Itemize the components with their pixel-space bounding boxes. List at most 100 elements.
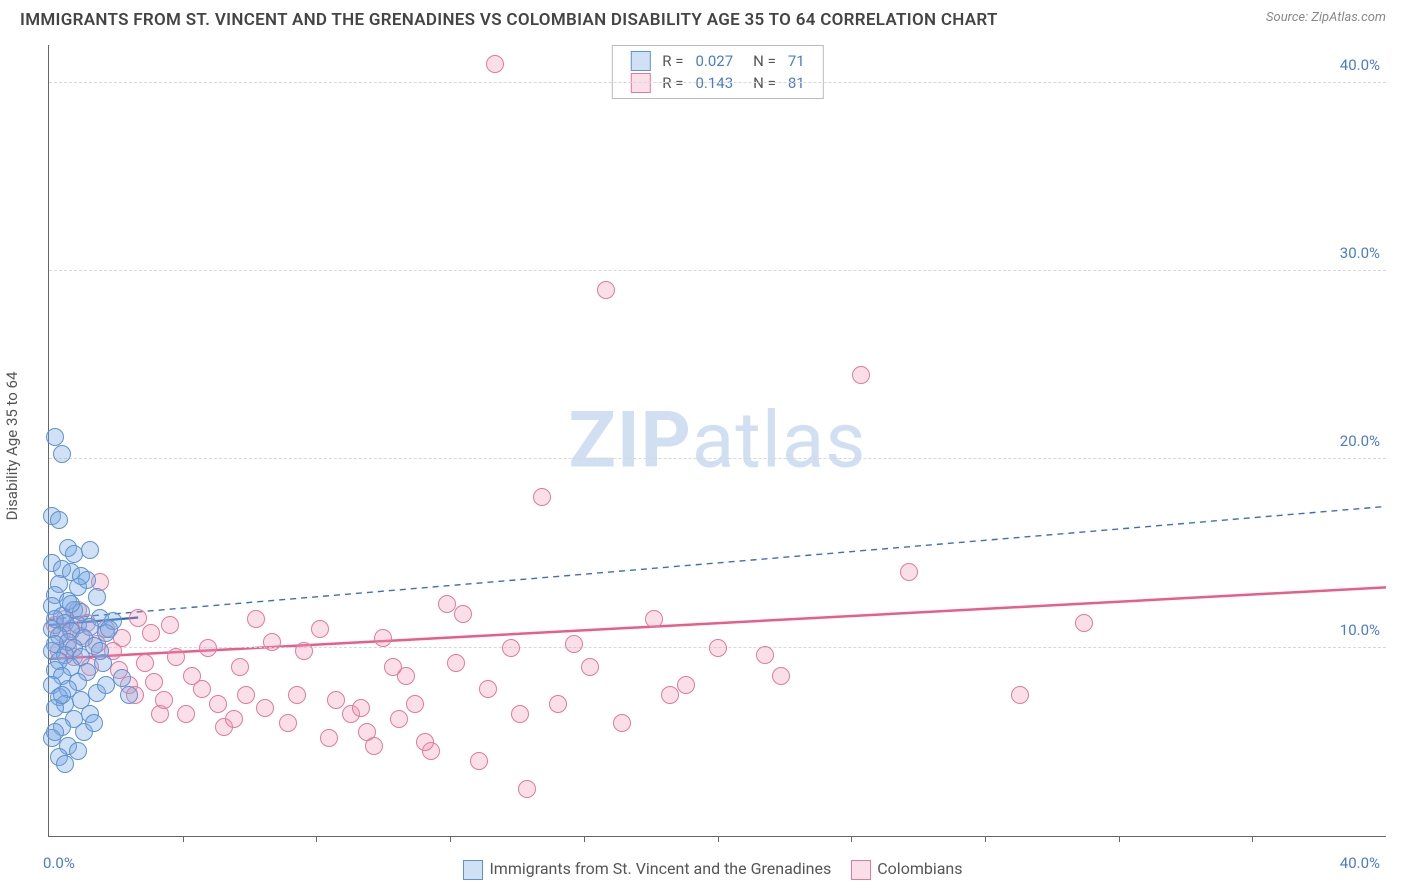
data-point-pink bbox=[756, 646, 774, 664]
data-point-pink bbox=[256, 699, 274, 717]
data-point-pink bbox=[549, 695, 567, 713]
data-point-pink bbox=[295, 642, 313, 660]
y-axis-label: Disability Age 35 to 64 bbox=[3, 372, 21, 521]
legend-r-value: 0.143 bbox=[689, 72, 739, 94]
legend-r-label: R = bbox=[656, 50, 689, 72]
legend-swatch bbox=[463, 860, 483, 880]
legend-row: R =0.027N =71 bbox=[624, 50, 810, 72]
data-point-pink bbox=[320, 729, 338, 747]
data-point-pink bbox=[581, 658, 599, 676]
data-point-blue bbox=[56, 755, 74, 773]
data-point-pink bbox=[502, 639, 520, 657]
data-point-blue bbox=[46, 723, 64, 741]
y-tick-label: 10.0% bbox=[1340, 621, 1380, 639]
data-point-pink bbox=[486, 55, 504, 73]
data-point-pink bbox=[384, 658, 402, 676]
data-point-pink bbox=[247, 610, 265, 628]
x-tick bbox=[851, 836, 852, 842]
data-point-blue bbox=[65, 545, 83, 563]
legend-n-label: N = bbox=[739, 72, 782, 94]
data-point-pink bbox=[390, 710, 408, 728]
data-point-pink bbox=[900, 563, 918, 581]
data-point-pink bbox=[470, 752, 488, 770]
data-point-pink bbox=[311, 620, 329, 638]
data-point-pink bbox=[438, 595, 456, 613]
plot-region: ZIPatlas R =0.027N =71R =0.143N =81 0.0%… bbox=[48, 45, 1386, 837]
data-point-pink bbox=[1011, 686, 1029, 704]
data-point-pink bbox=[852, 366, 870, 384]
y-tick-label: 40.0% bbox=[1340, 56, 1380, 74]
x-tick bbox=[1119, 836, 1120, 842]
data-point-pink bbox=[365, 737, 383, 755]
data-point-pink bbox=[1075, 614, 1093, 632]
legend-row: R =0.143N =81 bbox=[624, 72, 810, 94]
data-point-pink bbox=[645, 610, 663, 628]
data-point-pink bbox=[279, 714, 297, 732]
x-tick bbox=[985, 836, 986, 842]
data-point-blue bbox=[46, 428, 64, 446]
y-tick-label: 20.0% bbox=[1340, 432, 1380, 450]
data-point-pink bbox=[263, 633, 281, 651]
legend-series-label: Colombians bbox=[877, 859, 962, 878]
data-point-blue bbox=[97, 676, 115, 694]
data-point-pink bbox=[677, 676, 695, 694]
data-point-pink bbox=[288, 686, 306, 704]
data-point-pink bbox=[327, 691, 345, 709]
data-point-pink bbox=[177, 705, 195, 723]
data-point-blue bbox=[53, 686, 71, 704]
x-tick bbox=[316, 836, 317, 842]
data-point-pink bbox=[237, 686, 255, 704]
legend-r-label: R = bbox=[656, 72, 689, 94]
data-point-pink bbox=[661, 686, 679, 704]
data-point-pink bbox=[597, 281, 615, 299]
gridline bbox=[49, 82, 1386, 83]
chart-area: ZIPatlas R =0.027N =71R =0.143N =81 0.0%… bbox=[48, 45, 1386, 837]
data-point-blue bbox=[88, 588, 106, 606]
data-point-pink bbox=[511, 705, 529, 723]
trend-lines bbox=[49, 45, 1386, 836]
data-point-pink bbox=[136, 654, 154, 672]
data-point-pink bbox=[709, 639, 727, 657]
legend-swatch bbox=[851, 860, 871, 880]
chart-source: Source: ZipAtlas.com bbox=[1266, 10, 1386, 25]
data-point-pink bbox=[199, 639, 217, 657]
data-point-blue bbox=[50, 511, 68, 529]
gridline bbox=[49, 458, 1386, 459]
data-point-pink bbox=[129, 609, 147, 627]
x-tick bbox=[450, 836, 451, 842]
series-legend: Immigrants from St. Vincent and the Gren… bbox=[0, 859, 1406, 880]
data-point-blue bbox=[113, 669, 131, 687]
legend-r-value: 0.027 bbox=[689, 50, 739, 72]
legend-series-label: Immigrants from St. Vincent and the Gren… bbox=[489, 859, 831, 878]
chart-title: IMMIGRANTS FROM ST. VINCENT AND THE GREN… bbox=[20, 10, 998, 30]
data-point-pink bbox=[231, 658, 249, 676]
data-point-pink bbox=[518, 780, 536, 798]
data-point-blue bbox=[81, 541, 99, 559]
data-point-pink bbox=[155, 691, 173, 709]
y-tick-label: 30.0% bbox=[1340, 244, 1380, 262]
data-point-blue bbox=[85, 714, 103, 732]
data-point-pink bbox=[533, 488, 551, 506]
data-point-pink bbox=[167, 648, 185, 666]
legend-swatch bbox=[630, 73, 650, 93]
watermark: ZIPatlas bbox=[568, 395, 866, 486]
data-point-pink bbox=[772, 667, 790, 685]
data-point-blue bbox=[91, 642, 109, 660]
data-point-pink bbox=[145, 673, 163, 691]
correlation-legend: R =0.027N =71R =0.143N =81 bbox=[611, 45, 823, 99]
x-tick bbox=[718, 836, 719, 842]
data-point-blue bbox=[62, 595, 80, 613]
x-tick bbox=[183, 836, 184, 842]
legend-n-value: 71 bbox=[782, 50, 811, 72]
data-point-pink bbox=[416, 733, 434, 751]
legend-n-value: 81 bbox=[782, 72, 811, 94]
data-point-blue bbox=[100, 620, 118, 638]
x-tick bbox=[584, 836, 585, 842]
data-point-pink bbox=[161, 616, 179, 634]
data-point-blue bbox=[72, 567, 90, 585]
data-point-pink bbox=[565, 635, 583, 653]
data-point-pink bbox=[613, 714, 631, 732]
data-point-pink bbox=[142, 624, 160, 642]
legend-n-label: N = bbox=[739, 50, 782, 72]
data-point-pink bbox=[454, 605, 472, 623]
